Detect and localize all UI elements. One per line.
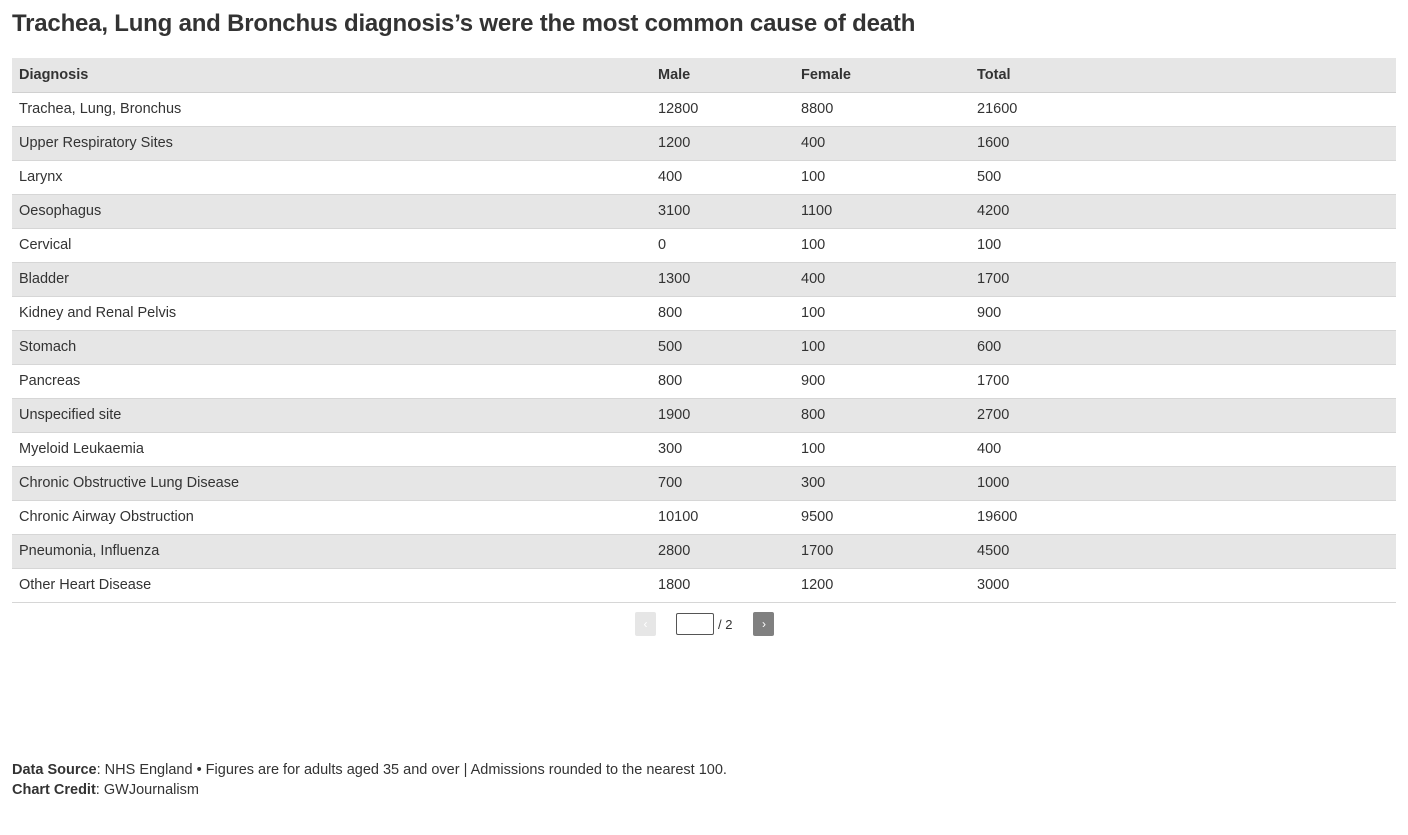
- table-row: Upper Respiratory Sites 1200 400 1600: [12, 126, 1396, 161]
- total-cell: 500: [970, 160, 1396, 195]
- male-cell: 800: [651, 296, 794, 331]
- table-row: Cervical 0 100 100: [12, 228, 1396, 263]
- male-cell: 1200: [651, 126, 794, 161]
- male-cell: 1300: [651, 262, 794, 297]
- table-row: Trachea, Lung, Bronchus 12800 8800 21600: [12, 92, 1396, 127]
- female-cell: 100: [794, 432, 970, 467]
- male-cell: 500: [651, 330, 794, 365]
- data-source-label: Data Source: [12, 762, 97, 778]
- chart-footer: Data Source: NHS England • Figures are f…: [12, 760, 727, 800]
- female-cell: 400: [794, 126, 970, 161]
- total-cell: 1600: [970, 126, 1396, 161]
- total-cell: 1700: [970, 262, 1396, 297]
- female-cell: 8800: [794, 92, 970, 127]
- male-cell: 700: [651, 466, 794, 501]
- male-cell: 12800: [651, 92, 794, 127]
- pagination: ‹ / 2 ›: [635, 612, 775, 636]
- table-row: Stomach 500 100 600: [12, 330, 1396, 365]
- data-table-container: Diagnosis Male Female Total Trachea, Lun…: [12, 58, 1396, 603]
- diagnosis-cell: Larynx: [12, 160, 651, 195]
- diagnosis-cell: Oesophagus: [12, 194, 651, 229]
- female-cell: 1100: [794, 194, 970, 229]
- diagnosis-cell: Trachea, Lung, Bronchus: [12, 92, 651, 127]
- table-row: Pneumonia, Influenza 2800 1700 4500: [12, 534, 1396, 569]
- diagnosis-cell: Bladder: [12, 262, 651, 297]
- male-cell: 800: [651, 364, 794, 399]
- diagnosis-cell: Stomach: [12, 330, 651, 365]
- diagnosis-cell: Myeloid Leukaemia: [12, 432, 651, 467]
- table-header-row: Diagnosis Male Female Total: [12, 58, 1396, 93]
- page-number-input[interactable]: [676, 613, 714, 635]
- female-cell: 400: [794, 262, 970, 297]
- female-cell: 900: [794, 364, 970, 399]
- table-row: Bladder 1300 400 1700: [12, 262, 1396, 297]
- male-cell: 3100: [651, 194, 794, 229]
- column-header-total[interactable]: Total: [970, 58, 1396, 93]
- total-cell: 2700: [970, 398, 1396, 433]
- diagnosis-cell: Kidney and Renal Pelvis: [12, 296, 651, 331]
- table-row: Kidney and Renal Pelvis 800 100 900: [12, 296, 1396, 331]
- chart-credit-label: Chart Credit: [12, 782, 96, 798]
- male-cell: 400: [651, 160, 794, 195]
- male-cell: 10100: [651, 500, 794, 535]
- page-title: Trachea, Lung and Bronchus diagnosis’s w…: [12, 10, 916, 37]
- female-cell: 100: [794, 296, 970, 331]
- column-header-female[interactable]: Female: [794, 58, 970, 93]
- chart-credit-text: : GWJournalism: [95, 782, 199, 798]
- diagnosis-cell: Unspecified site: [12, 398, 651, 433]
- male-cell: 300: [651, 432, 794, 467]
- table-row: Unspecified site 1900 800 2700: [12, 398, 1396, 433]
- diagnosis-cell: Chronic Obstructive Lung Disease: [12, 466, 651, 501]
- column-header-diagnosis[interactable]: Diagnosis: [12, 58, 651, 93]
- previous-page-button[interactable]: ‹: [635, 612, 656, 636]
- total-cell: 4500: [970, 534, 1396, 569]
- female-cell: 300: [794, 466, 970, 501]
- total-cell: 21600: [970, 92, 1396, 127]
- total-cell: 1000: [970, 466, 1396, 501]
- data-source-text: : NHS England • Figures are for adults a…: [96, 762, 727, 778]
- female-cell: 1700: [794, 534, 970, 569]
- diagnosis-cell: Pneumonia, Influenza: [12, 534, 651, 569]
- next-page-button[interactable]: ›: [753, 612, 775, 636]
- table-row: Other Heart Disease 1800 1200 3000: [12, 568, 1396, 603]
- page-total-label: / 2: [718, 616, 733, 632]
- total-cell: 19600: [970, 500, 1396, 535]
- table-row: Chronic Airway Obstruction 10100 9500 19600: [12, 500, 1396, 535]
- diagnosis-cell: Chronic Airway Obstruction: [12, 500, 651, 535]
- female-cell: 1200: [794, 568, 970, 603]
- total-cell: 900: [970, 296, 1396, 331]
- column-header-male[interactable]: Male: [651, 58, 794, 93]
- total-cell: 3000: [970, 568, 1396, 603]
- table-body: Trachea, Lung, Bronchus 12800 8800 21600 Upp…: [12, 92, 1396, 603]
- total-cell: 4200: [970, 194, 1396, 229]
- male-cell: 2800: [651, 534, 794, 569]
- table-row: Larynx 400 100 500: [12, 160, 1396, 195]
- female-cell: 100: [794, 330, 970, 365]
- total-cell: 1700: [970, 364, 1396, 399]
- table-row: Myeloid Leukaemia 300 100 400: [12, 432, 1396, 467]
- diagnosis-cell: Upper Respiratory Sites: [12, 126, 651, 161]
- female-cell: 800: [794, 398, 970, 433]
- chart-credit-line: Chart Credit: GWJournalism: [12, 780, 727, 800]
- diagnosis-cell: Other Heart Disease: [12, 568, 651, 603]
- data-source-line: Data Source: NHS England • Figures are f…: [12, 760, 727, 780]
- male-cell: 0: [651, 228, 794, 263]
- total-cell: 400: [970, 432, 1396, 467]
- table-row: Pancreas 800 900 1700: [12, 364, 1396, 399]
- diagnosis-cell: Cervical: [12, 228, 651, 263]
- data-table: Diagnosis Male Female Total Trachea, Lun…: [12, 58, 1396, 603]
- female-cell: 100: [794, 228, 970, 263]
- diagnosis-cell: Pancreas: [12, 364, 651, 399]
- table-row: Chronic Obstructive Lung Disease 700 300 10…: [12, 466, 1396, 501]
- female-cell: 100: [794, 160, 970, 195]
- male-cell: 1800: [651, 568, 794, 603]
- total-cell: 600: [970, 330, 1396, 365]
- male-cell: 1900: [651, 398, 794, 433]
- total-cell: 100: [970, 228, 1396, 263]
- table-row: Oesophagus 3100 1100 4200: [12, 194, 1396, 229]
- female-cell: 9500: [794, 500, 970, 535]
